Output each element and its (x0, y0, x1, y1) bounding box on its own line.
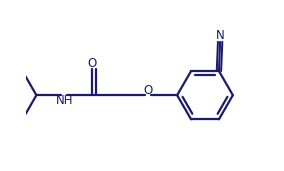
Text: N: N (216, 29, 225, 42)
Text: O: O (143, 84, 153, 97)
Text: O: O (87, 57, 97, 70)
Text: NH: NH (56, 94, 73, 107)
